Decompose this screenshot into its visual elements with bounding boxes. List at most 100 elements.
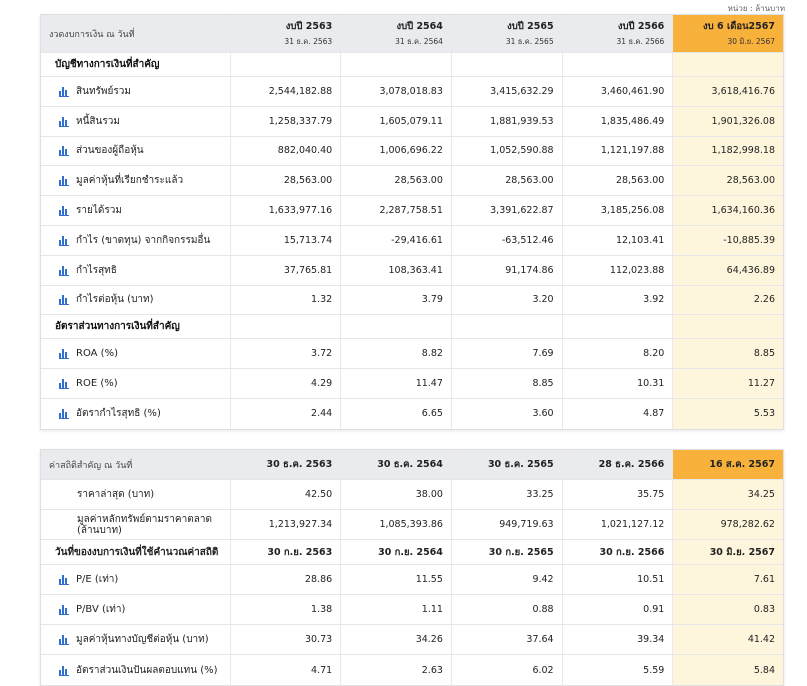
value-cell: 28.86 (231, 565, 342, 594)
value-cell: 91,174.86 (452, 255, 563, 285)
value-cell: 1.32 (231, 285, 342, 315)
bar-chart-icon[interactable] (59, 575, 69, 585)
row-label[interactable]: ROA (%) (41, 339, 231, 369)
value-cell: 112,023.88 (563, 255, 674, 285)
value-cell: 10.31 (563, 369, 674, 398)
value-cell: 10.51 (563, 565, 674, 594)
value-cell: 2.26 (673, 285, 784, 315)
value-cell: 1,052,590.88 (452, 136, 563, 166)
bar-chart-icon[interactable] (59, 409, 69, 420)
value-cell: 1,021,127.12 (563, 510, 674, 539)
row-label[interactable]: P/BV (เท่า) (41, 595, 231, 624)
value-cell: 3.92 (563, 285, 674, 315)
header-col: 30 ธ.ค. 2564 (341, 450, 452, 479)
value-cell: 4.29 (231, 369, 342, 398)
bar-chart-icon[interactable] (59, 295, 69, 306)
table-header: ค่าสถิติสำคัญ ณ วันที่ 30 ธ.ค. 2563 30 ธ… (41, 450, 783, 480)
header-col: 28 ธ.ค. 2566 (563, 450, 674, 479)
row-label[interactable]: P/E (เท่า) (41, 565, 231, 594)
value-cell: 8.20 (563, 339, 674, 369)
bar-chart-icon[interactable] (59, 116, 69, 127)
bar-chart-icon[interactable] (59, 176, 69, 187)
value-cell: 1,881,939.53 (452, 106, 563, 136)
bar-chart-icon[interactable] (59, 235, 69, 246)
row-label-text: ROA (%) (76, 348, 118, 360)
value-cell: 39.34 (563, 625, 674, 654)
table-row: อัตราส่วนเงินปันผลตอบแทน (%) 4.71 2.63 6.02… (41, 655, 784, 685)
row-label[interactable]: มูลค่าหุ้นทางบัญชีต่อหุ้น (บาท) (41, 625, 231, 654)
value-cell: 8.85 (673, 339, 784, 369)
value-cell: 28,563.00 (563, 166, 674, 196)
table-row: ROA (%) 3.72 8.82 7.69 8.20 8.85 (41, 339, 784, 370)
value-cell: 3,415,632.29 (452, 77, 563, 106)
value-cell: 108,363.41 (341, 255, 452, 285)
header-col: 30 ธ.ค. 2563 (230, 450, 342, 479)
bar-chart-icon[interactable] (59, 265, 69, 276)
bar-chart-icon[interactable] (59, 605, 69, 615)
value-cell: 37,765.81 (231, 255, 342, 285)
table-row: รายได้รวม 1,633,977.16 2,287,758.51 3,391,6… (41, 196, 784, 226)
header-col: 30 ธ.ค. 2565 (452, 450, 563, 479)
value-cell: 4.71 (231, 655, 342, 685)
bar-chart-icon[interactable] (59, 349, 69, 360)
value-cell: 978,282.62 (673, 510, 783, 539)
value-cell: 35.75 (563, 480, 674, 509)
row-label[interactable]: อัตรากำไรสุทธิ (%) (41, 398, 231, 429)
row-label[interactable]: กำไรสุทธิ (41, 255, 231, 285)
section-title: บัญชีทางการเงินที่สำคัญ (41, 53, 231, 76)
row-label: มูลค่าหลักทรัพย์ตามราคาตลาด (ล้านบาท) (41, 510, 231, 539)
section-title: อัตราส่วนทางการเงินที่สำคัญ (41, 315, 231, 339)
section-header: บัญชีทางการเงินที่สำคัญ (41, 53, 784, 77)
value-cell: 1,213,927.34 (231, 510, 342, 539)
value-cell: 38.00 (341, 480, 452, 509)
row-label[interactable]: มูลค่าหุ้นที่เรียกชำระแล้ว (41, 166, 231, 196)
row-label[interactable]: อัตราส่วนเงินปันผลตอบแทน (%) (41, 655, 231, 685)
table-row: ROE (%) 4.29 11.47 8.85 10.31 11.27 (41, 369, 784, 399)
value-cell: 2,287,758.51 (341, 196, 452, 225)
header-col: งบปี 2564 31 ธ.ค. 2564 (341, 15, 452, 52)
value-cell: 3,618,416.76 (673, 77, 784, 106)
value-cell: 34.26 (341, 625, 452, 654)
row-label[interactable]: ส่วนของผู้ถือหุ้น (41, 136, 231, 166)
row-label[interactable]: กำไร (ขาดทุน) จากกิจกรรมอื่น (41, 225, 231, 255)
header-col-highlight: 16 ส.ค. 2567 (673, 450, 783, 479)
value-cell: 1,634,160.36 (673, 196, 784, 225)
bar-chart-icon[interactable] (59, 665, 69, 676)
row-label[interactable]: สินทรัพย์รวม (41, 77, 231, 106)
value-cell: 15,713.74 (231, 225, 342, 255)
value-cell: 8.85 (452, 369, 563, 398)
table-row: มูลค่าหุ้นที่เรียกชำระแล้ว 28,563.00 28,56… (41, 166, 784, 197)
row-label-text: P/E (เท่า) (76, 574, 119, 585)
value-cell: 1,605,079.11 (341, 106, 452, 136)
bar-chart-icon[interactable] (59, 146, 69, 157)
bar-chart-icon[interactable] (59, 86, 69, 97)
header-col-highlight: งบ 6 เดือน2567 30 มิ.ย. 2567 (673, 15, 783, 52)
table-row: มูลค่าหุ้นทางบัญชีต่อหุ้น (บาท) 30.73 34.2… (41, 625, 784, 655)
row-label[interactable]: รายได้รวม (41, 196, 231, 225)
value-cell: 0.88 (452, 595, 563, 624)
bar-chart-icon[interactable] (59, 206, 69, 217)
table-row: อัตรากำไรสุทธิ (%) 2.44 6.65 3.60 4.87 5.53 (41, 398, 784, 429)
value-cell: 12,103.41 (563, 225, 674, 255)
value-cell: 3,185,256.08 (563, 196, 674, 225)
bar-chart-icon[interactable] (59, 379, 69, 390)
value-cell: 5.59 (563, 655, 674, 685)
value-cell: 1,085,393.86 (341, 510, 452, 539)
financial-statement-table: งวดงบการเงิน ณ วันที่ งบปี 2563 31 ธ.ค. 2… (40, 14, 784, 430)
value-cell: 64,436.89 (673, 255, 784, 285)
value-cell: 2,544,182.88 (231, 77, 342, 106)
row-label[interactable]: กำไรต่อหุ้น (บาท) (41, 285, 231, 315)
table-row: กำไรต่อหุ้น (บาท) 1.32 3.79 3.20 3.92 2.26 (41, 285, 784, 316)
key-statistics-table: ค่าสถิติสำคัญ ณ วันที่ 30 ธ.ค. 2563 30 ธ… (40, 449, 784, 686)
value-cell: 3.60 (452, 398, 563, 429)
value-cell: 8.82 (341, 339, 452, 369)
row-label-text: ROE (%) (76, 378, 118, 390)
row-label[interactable]: หนี้สินรวม (41, 106, 231, 136)
unit-note: หน่วย : ล้านบาท (727, 4, 785, 13)
section-title: วันที่ของงบการเงินที่ใช้คำนวณค่าสถิติ (41, 540, 231, 564)
row-label[interactable]: ROE (%) (41, 369, 231, 398)
row-label-text: ราคาล่าสุด (บาท) (77, 489, 155, 500)
table-header: งวดงบการเงิน ณ วันที่ งบปี 2563 31 ธ.ค. 2… (41, 15, 783, 53)
value-cell: 0.83 (673, 595, 784, 624)
bar-chart-icon[interactable] (59, 635, 69, 645)
